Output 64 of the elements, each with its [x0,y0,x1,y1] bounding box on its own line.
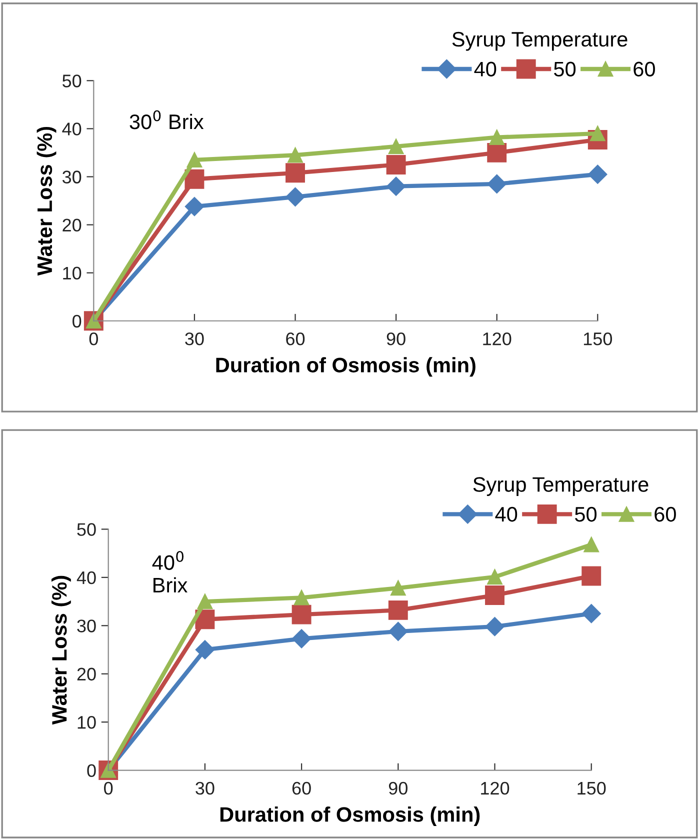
point [485,586,504,605]
legend-label: 60 [634,62,655,76]
point [388,138,404,154]
point [184,169,204,189]
x-tick-label: 90 [386,332,406,346]
point [286,163,305,183]
point [388,600,408,620]
legend-label: 50 [574,506,597,522]
point [582,566,602,586]
point [292,629,312,648]
legend-title: Syrup Temperature [452,32,628,51]
point [186,152,202,168]
point [292,604,312,624]
y-tick-label: 40 [76,571,96,584]
legend-title: Syrup Temperature [473,477,648,496]
point [588,164,608,184]
point [184,196,204,216]
x-tick-label: 90 [388,782,408,795]
point [286,187,305,206]
point [386,155,406,174]
x-tick-label: 150 [584,332,612,346]
point [487,569,502,585]
point [288,147,303,163]
x-tick-label: 60 [292,782,311,795]
x-axis-title: Duration of Osmosis (min) [216,357,476,377]
point [197,594,213,610]
x-tick-label: 120 [481,782,510,795]
y-tick-label: 50 [77,523,96,536]
x-tick-label: 60 [286,332,305,346]
y-tick-label: 10 [78,716,96,729]
legend-label: 60 [654,506,676,522]
legend-label: 40 [474,62,496,76]
y-tick-label: 20 [77,668,96,681]
y-tick-label: 50 [62,74,82,88]
x-tick-label: 30 [196,782,214,795]
point [390,580,406,596]
y-tick-label: 40 [62,122,82,136]
x-tick-label: 150 [578,782,606,795]
y-tick-label: 10 [63,266,82,280]
annotation: 40$^{0}$ Brix [152,550,188,592]
x-tick-label: 30 [185,332,204,346]
legend-label: 40 [495,506,518,522]
point [485,617,504,636]
y-tick-label: 0 [87,764,96,777]
y-tick-label: 20 [62,218,82,232]
annotation: 30$^{0}$ Brix [130,110,204,130]
x-axis-title: Duration of Osmosis (min) [220,806,480,826]
legend-label: 50 [554,62,576,76]
y-tick-label: 0 [72,314,82,328]
point [195,640,214,660]
point [487,142,507,162]
x-tick-label: 0 [104,782,113,795]
y-tick-label: 30 [62,170,82,184]
point [386,176,406,196]
point [489,130,504,145]
point [582,604,601,624]
y-axis-title: Water Loss (%) [36,126,56,276]
point [487,174,506,194]
y-axis-title: Water Loss (%) [51,576,71,725]
point [584,536,599,552]
point [294,590,310,606]
x-tick-label: 120 [483,332,512,346]
y-tick-label: 30 [77,620,96,632]
point [388,622,408,641]
